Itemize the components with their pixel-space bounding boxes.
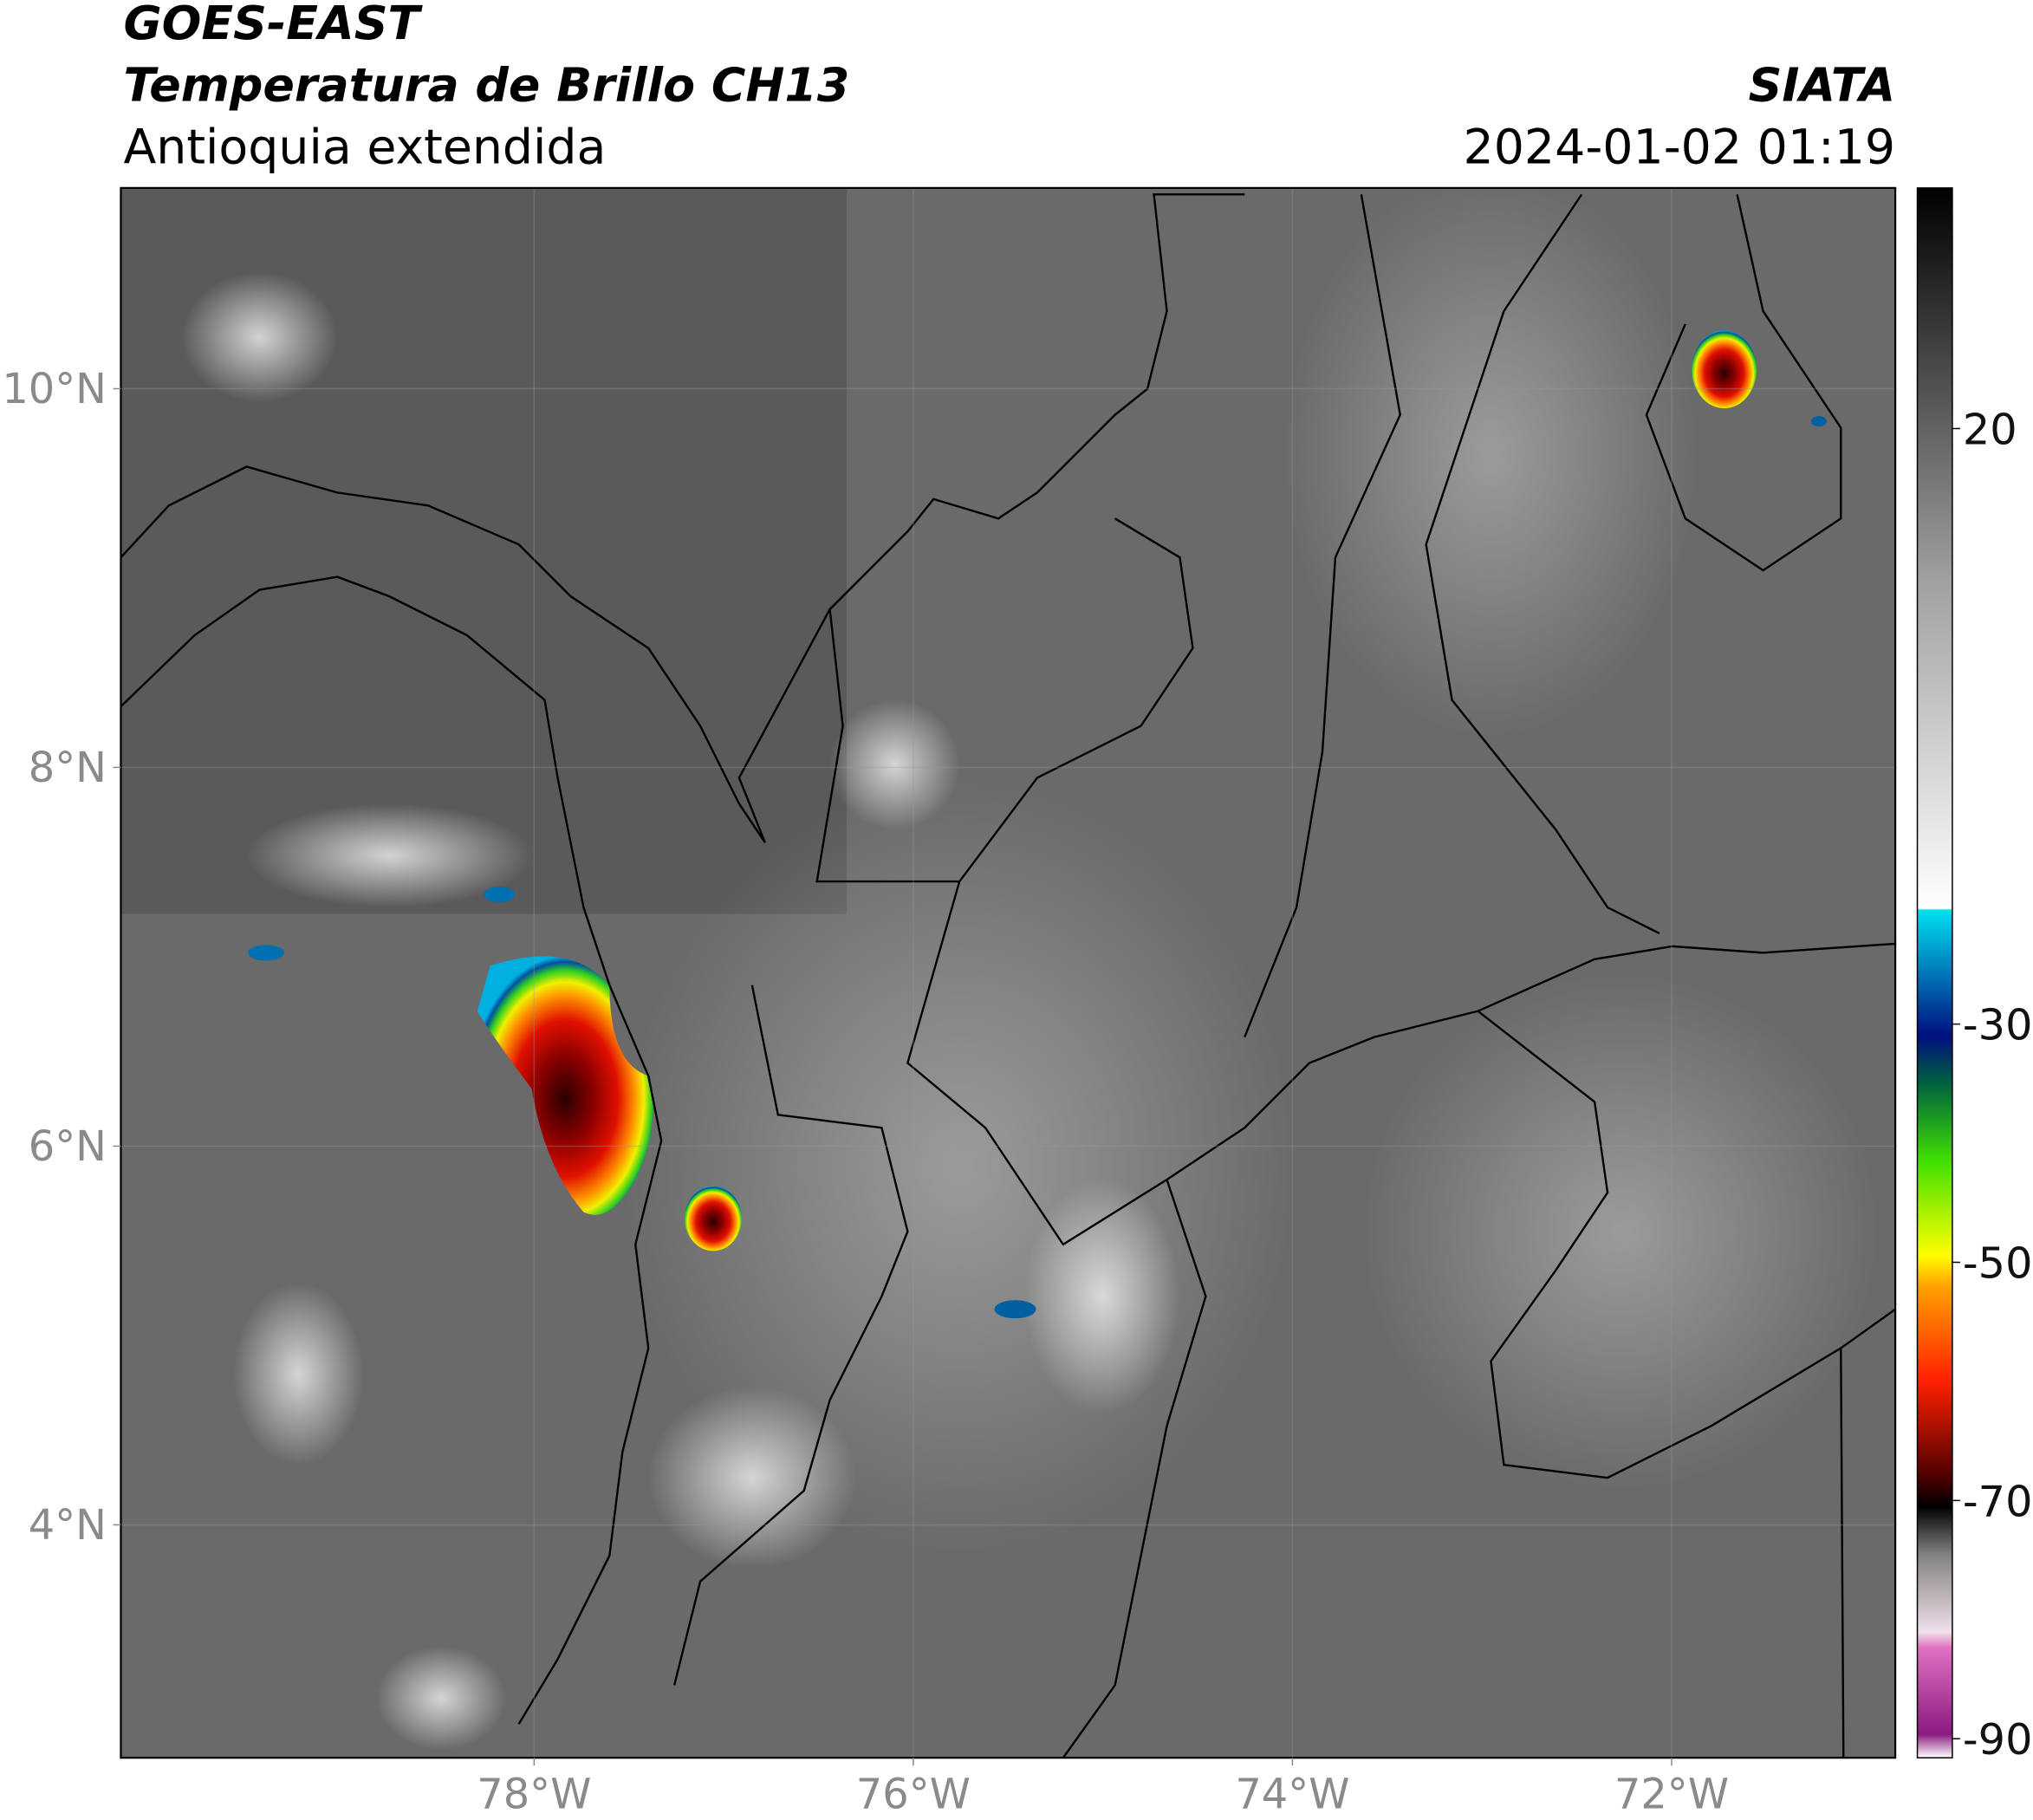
y-tick-label: 6°N [29,1123,107,1171]
colorbar-tick-label: -70 [1963,1476,2033,1526]
colorbar-tick-label: -30 [1963,1000,2033,1050]
x-tick-label: 78°W [477,1771,591,1819]
y-tick-label: 10°N [2,366,107,413]
colorbar-tick-label: -90 [1963,1714,2033,1765]
satellite-title: GOES-EAST [123,0,423,50]
x-tick-label: 72°W [1614,1771,1729,1819]
product-title: Temperatura de Brillo CH13 [123,58,849,113]
colorbar [1916,187,1953,1758]
map-frame [120,186,1897,1759]
y-tick-label: 8°N [29,744,107,792]
x-tick-label: 76°W [856,1771,971,1819]
colorbar-tick-label: -50 [1963,1238,2033,1288]
source-label: SIATA [1749,58,1896,113]
datetime-label: 2024-01-02 01:19 [1464,120,1896,175]
map-image [120,187,1896,1758]
y-tick-label: 4°N [29,1502,107,1550]
colorbar-tick-label: 20 [1963,404,2017,454]
region-subtitle: Antioquia extendida [123,120,606,175]
x-tick-label: 74°W [1235,1771,1349,1819]
